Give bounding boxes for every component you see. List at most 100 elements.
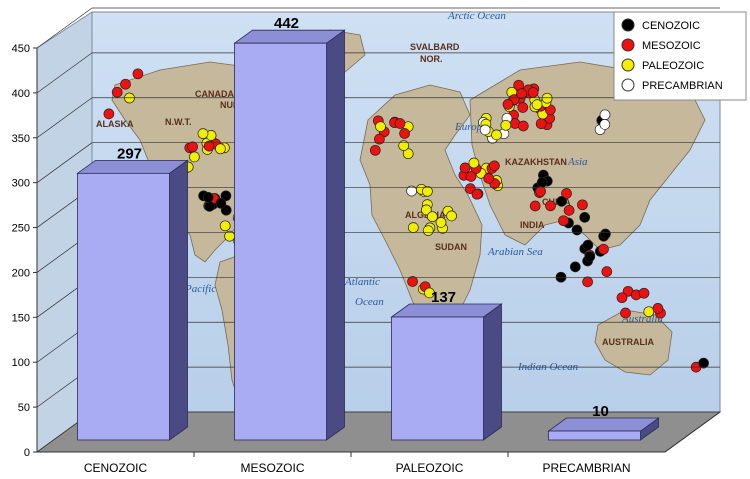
occurrence-dot — [529, 200, 541, 212]
occurrence-dot — [643, 306, 655, 318]
occurrence-dot — [577, 199, 588, 211]
occurrence-dot — [422, 185, 433, 197]
map-label-nor: NOR. — [420, 54, 443, 64]
occurrence-dot — [571, 224, 583, 236]
y-tick-label: 350 — [12, 133, 30, 145]
occurrence-dot — [582, 239, 594, 251]
occurrence-dot — [399, 128, 410, 139]
y-axis-ticks: 0 50 100 150 200 250 300 350 400 450 — [12, 43, 38, 459]
legend-label: CENOZOIC — [642, 20, 700, 32]
data-label: 137 — [431, 289, 456, 306]
occurrence-dot — [471, 188, 483, 200]
occurrence-dot — [197, 128, 209, 139]
occurrence-dot — [536, 177, 548, 188]
legend-label: MESOZOIC — [642, 40, 701, 52]
map-label-nun: NUN. — [220, 100, 242, 110]
occurrence-dot — [527, 87, 539, 98]
legend-label: PRECAMBRIAN — [642, 80, 723, 92]
occurrence-dot — [202, 192, 214, 203]
y-tick-label: 0 — [24, 447, 30, 459]
occurrence-dot — [479, 124, 491, 136]
occurrence-dot — [369, 144, 381, 156]
occurrence-dot — [204, 201, 215, 212]
europe-africa-landmass — [359, 84, 483, 339]
occurrence-dot — [435, 217, 447, 228]
y-tick-label: 400 — [12, 88, 30, 100]
occurrence-dot — [219, 220, 231, 232]
occurrence-dot — [394, 118, 406, 129]
occurrence-dot — [541, 92, 553, 104]
y-tick-label: 450 — [12, 43, 30, 55]
bar-front — [77, 172, 170, 441]
gridline-side — [36, 142, 93, 183]
legend-marker — [621, 78, 635, 92]
australia-landmass — [594, 309, 673, 376]
bar: 297 — [76, 145, 189, 441]
data-label: 297 — [117, 145, 142, 162]
y-tick-label: 250 — [12, 223, 30, 235]
x-axis-depth-line — [664, 411, 721, 453]
occurrence-dot — [120, 78, 131, 90]
occurrence-dot — [598, 243, 609, 255]
occurrence-dot — [599, 109, 611, 121]
bar-front — [548, 430, 641, 441]
occurrence-dot — [620, 307, 631, 319]
occurrence-dot — [187, 141, 198, 153]
map-label-sudan: SUDAN — [435, 242, 467, 252]
bars: 297 442 137 10 — [76, 15, 660, 441]
legend-label: PALEOZOIC — [642, 60, 704, 72]
occurrence-dot — [132, 68, 144, 80]
occurrence-dot — [220, 190, 232, 202]
occurrence-dot — [422, 225, 434, 236]
map-label-india: INDIA — [520, 220, 545, 230]
occurrence-dot — [407, 222, 419, 233]
occurrence-dot — [698, 357, 709, 369]
map-label-asia: Asia — [567, 156, 588, 168]
occurrence-dot — [189, 151, 200, 163]
occurrence-dot — [535, 186, 546, 197]
map-labels: Arctic Ocean CANADA ALASKA N.W.T. NUN. S… — [96, 10, 663, 373]
legend-box — [613, 11, 747, 101]
occurrence-dot — [601, 266, 613, 277]
gridline-side — [36, 7, 93, 49]
occurrence-dot — [584, 251, 596, 262]
occurrence-dot — [531, 99, 543, 110]
y-tick-label: 300 — [12, 178, 30, 190]
occurrence-dot — [516, 88, 527, 100]
y-tick-label: 50 — [18, 402, 30, 414]
occurrence-dot — [427, 211, 438, 223]
category-label: MESOZOIC — [240, 461, 304, 475]
legend-marker — [621, 18, 635, 32]
map-label-alaska: ALASKA — [96, 119, 134, 129]
y-tick-label: 150 — [12, 312, 30, 324]
occurrence-dot — [375, 121, 386, 132]
map-label-canada: CANADA — [195, 89, 234, 99]
occurrence-dot — [561, 188, 572, 199]
occurrence-dot — [582, 276, 593, 288]
gridline-side — [36, 52, 93, 94]
occurrence-dot — [215, 198, 227, 209]
occurrence-dot — [407, 276, 418, 287]
occurrence-dot — [398, 140, 410, 151]
occurrence-dot — [420, 204, 432, 216]
occurrence-dot — [459, 162, 471, 174]
bar: 137 — [390, 289, 503, 441]
occurrence-dot — [558, 215, 569, 227]
occurrence-dot — [563, 205, 575, 216]
occurrence-dot — [599, 119, 611, 130]
occurrence-dot — [489, 160, 500, 172]
bar-front — [391, 316, 484, 441]
occurrence-dot — [638, 287, 650, 299]
occurrence-dot — [491, 129, 502, 141]
occurrence-dot — [579, 212, 591, 223]
y-tick-label: 100 — [12, 357, 30, 369]
map-label-kazakhstan: KAZAKHSTAN — [505, 157, 567, 167]
category-label: CENOZOIC — [84, 461, 148, 475]
bar-side — [169, 159, 188, 441]
occurrence-dot — [556, 196, 567, 207]
occurrence-dot — [517, 102, 529, 113]
occurrence-dot — [483, 173, 495, 184]
occurrence-dot — [424, 287, 435, 299]
occurrence-dot — [545, 200, 556, 212]
